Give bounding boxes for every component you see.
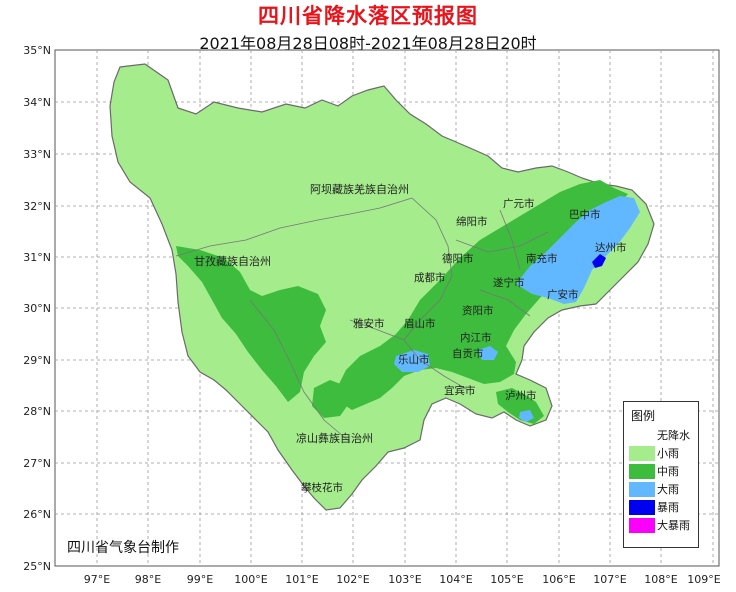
- prefecture-label-liangshan: 凉山彝族自治州: [296, 431, 373, 445]
- lat-label: 28°N: [23, 405, 51, 418]
- legend-label: 大暴雨: [657, 519, 690, 532]
- lon-label: 109°E: [687, 573, 720, 586]
- map-title: 四川省降水落区预报图: [258, 4, 478, 28]
- legend-swatch: [629, 445, 655, 461]
- lon-label: 108°E: [644, 573, 677, 586]
- city-label-suining: 遂宁市: [493, 276, 525, 289]
- city-label-guangan: 广安市: [547, 288, 579, 301]
- lon-label: 101°E: [285, 573, 318, 586]
- lat-label: 26°N: [23, 508, 51, 521]
- city-label-mianyang: 绵阳市: [456, 215, 488, 228]
- prefecture-label-ganzi: 甘孜藏族自治州: [194, 254, 271, 268]
- city-label-dazhou: 达州市: [595, 241, 627, 254]
- lon-label: 97°E: [84, 573, 110, 586]
- lon-label: 103°E: [388, 573, 421, 586]
- city-label-nanchong: 南充市: [526, 252, 558, 265]
- city-label-neijiang: 内江市: [460, 331, 492, 344]
- city-label-luzhou: 泸州市: [505, 389, 537, 402]
- lon-label: 106°E: [542, 573, 575, 586]
- producer-credit: 四川省气象台制作: [67, 540, 179, 556]
- map-legend: 图例 无降水 小雨 中雨 大雨 暴雨 大暴雨: [623, 401, 699, 548]
- map-subtitle: 2021年08月28日08时-2021年08月28日20时: [199, 34, 537, 53]
- boundary: [349, 319, 469, 391]
- city-label-chengdu: 成都市: [414, 271, 446, 284]
- lat-label: 34°N: [23, 96, 51, 109]
- legend-swatch: [629, 499, 655, 515]
- lat-label: 27°N: [23, 457, 51, 470]
- moderate-rain-central-patch: [312, 380, 350, 418]
- city-label-ziyang: 资阳市: [462, 304, 494, 317]
- city-label-deyang: 德阳市: [442, 252, 474, 265]
- legend-swatch: [629, 517, 655, 533]
- city-label-meishan: 眉山市: [404, 317, 436, 330]
- lat-label: 32°N: [23, 200, 51, 213]
- city-label-leshan: 乐山市: [398, 353, 430, 366]
- lat-label: 31°N: [23, 251, 51, 264]
- heavy-rain-luzhou-patch: [519, 410, 534, 422]
- legend-item-moderate-rain: 中雨: [629, 462, 698, 480]
- city-label-guangyuan: 广元市: [503, 197, 535, 210]
- city-label-bazhong: 巴中市: [569, 208, 601, 221]
- legend-title: 图例: [631, 409, 656, 423]
- heavy-rain-zigong-patch: [478, 346, 498, 360]
- boundary: [249, 299, 351, 443]
- boundary: [499, 209, 521, 271]
- moderate-rain-west-patch: [176, 246, 326, 402]
- legend-label: 无降水: [657, 429, 690, 442]
- boundary: [403, 197, 453, 341]
- lat-label: 29°N: [23, 354, 51, 367]
- boundary: [175, 197, 413, 257]
- boundary: [455, 231, 549, 253]
- heavy-rain-leshan-patch: [394, 350, 430, 372]
- legend-item-heavy-rainstorm: 大暴雨: [629, 516, 698, 534]
- rainstorm-area: [592, 254, 606, 268]
- legend-item-no-rain: 无降水: [629, 426, 698, 444]
- legend-label: 中雨: [657, 465, 679, 478]
- heavy-rain-northeast-area: [516, 196, 640, 304]
- legend-item-heavy-rain: 大雨: [629, 480, 698, 498]
- lon-label: 100°E: [234, 573, 267, 586]
- prefecture-label-aba: 阿坝藏族羌族自治州: [310, 182, 409, 196]
- legend-swatch: [629, 463, 655, 479]
- legend-label: 小雨: [657, 447, 679, 460]
- legend-swatch: [629, 481, 655, 497]
- legend-item-rainstorm: 暴雨: [629, 498, 698, 516]
- lon-label: 104°E: [439, 573, 472, 586]
- city-label-panzhihua: 攀枝花市: [301, 481, 343, 494]
- legend-label: 大雨: [657, 483, 679, 496]
- lat-label: 33°N: [23, 148, 51, 161]
- city-label-zigong: 自贡市: [452, 347, 484, 360]
- lon-label: 102°E: [336, 573, 369, 586]
- legend-label: 暴雨: [657, 501, 679, 514]
- city-label-yaan: 雅安市: [353, 317, 385, 330]
- internal-boundaries: [175, 197, 549, 443]
- legend-item-light-rain: 小雨: [629, 444, 698, 462]
- lat-label: 35°N: [23, 44, 51, 57]
- boundary: [479, 289, 531, 317]
- lat-label: 30°N: [23, 302, 51, 315]
- lon-label: 105°E: [490, 573, 523, 586]
- city-label-yibin: 宜宾市: [444, 384, 476, 397]
- legend-swatch: [629, 427, 655, 443]
- heavy-rain-areas: [394, 196, 640, 422]
- lon-label: 98°E: [135, 573, 161, 586]
- lon-label: 107°E: [593, 573, 626, 586]
- lat-label: 25°N: [23, 560, 51, 573]
- lon-label: 99°E: [187, 573, 213, 586]
